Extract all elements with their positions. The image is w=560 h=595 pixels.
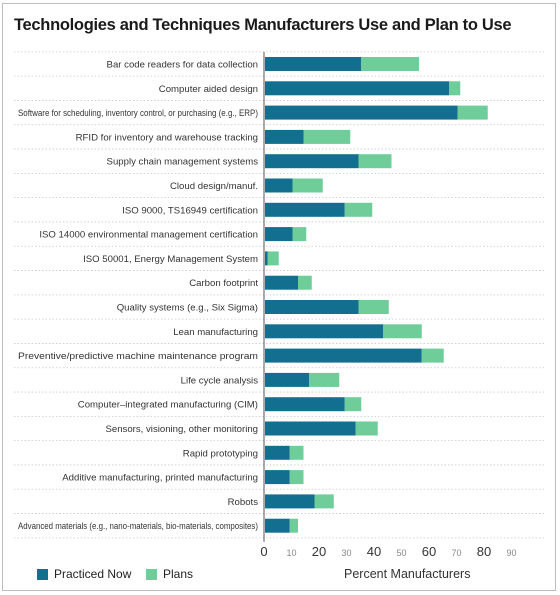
x-tick-label: 20 bbox=[312, 544, 326, 559]
chart-title: Technologies and Techniques Manufacturer… bbox=[14, 16, 512, 34]
bar-practiced bbox=[265, 397, 345, 412]
category-label: Cloud design/manuf. bbox=[170, 181, 258, 192]
bar-practiced bbox=[265, 445, 290, 460]
bar-plans bbox=[361, 57, 419, 71]
category-label: Supply chain management systems bbox=[107, 157, 259, 168]
bar-practiced bbox=[265, 372, 309, 387]
bar-plans bbox=[309, 372, 340, 387]
category-label: Bar code readers for data collection bbox=[107, 60, 258, 71]
category-label: Preventive/predictive machine maintenanc… bbox=[18, 351, 258, 362]
bar-practiced bbox=[265, 348, 422, 363]
x-tick-label: 50 bbox=[396, 548, 406, 558]
legend-swatch-practiced bbox=[37, 569, 48, 580]
category-label: Computer–integrated manufacturing (CIM) bbox=[78, 400, 258, 411]
bar-practiced bbox=[265, 470, 290, 485]
bar-practiced bbox=[265, 300, 359, 314]
category-label: Computer aided design bbox=[159, 84, 258, 95]
category-label: Lean manufacturing bbox=[173, 327, 258, 338]
x-tick-label: 10 bbox=[286, 548, 296, 558]
bar-practiced bbox=[265, 154, 359, 169]
bar-practiced bbox=[265, 178, 293, 193]
legend-swatch-plans bbox=[146, 569, 157, 580]
bar-plans bbox=[344, 397, 362, 412]
bar-plans bbox=[292, 227, 307, 242]
x-tick-label: 60 bbox=[422, 544, 436, 559]
x-tick-label: 80 bbox=[477, 544, 491, 559]
bar-practiced bbox=[265, 227, 293, 242]
category-label: Robots bbox=[228, 497, 259, 508]
bar-practiced bbox=[265, 421, 356, 436]
x-tick-label: 70 bbox=[451, 548, 461, 558]
bar-practiced bbox=[265, 202, 345, 217]
bar-practiced bbox=[265, 57, 362, 71]
category-label: Software for scheduling, inventory contr… bbox=[18, 108, 258, 119]
category-label: Advanced materials (e.g., nano-materials… bbox=[18, 521, 258, 532]
category-label: Additive manufacturing, printed manufact… bbox=[62, 473, 258, 484]
bar-plans bbox=[289, 518, 298, 533]
category-label: Carbon footprint bbox=[189, 278, 258, 289]
x-tick-label: 0 bbox=[260, 544, 267, 559]
x-tick-label: 30 bbox=[341, 548, 351, 558]
bar-plans bbox=[421, 348, 444, 363]
legend-label-practiced: Practiced Now bbox=[54, 567, 132, 581]
bar-plans bbox=[358, 300, 389, 314]
bar-plans bbox=[358, 154, 392, 169]
category-label: Life cycle analysis bbox=[181, 375, 259, 386]
bar-practiced bbox=[265, 129, 304, 144]
legend: Practiced Now Plans bbox=[0, 566, 560, 586]
chart-frame bbox=[2, 3, 556, 591]
bar-plans bbox=[292, 178, 323, 193]
bar-practiced bbox=[265, 275, 298, 290]
category-label: ISO 9000, TS16949 certification bbox=[122, 205, 258, 216]
bar-practiced bbox=[265, 251, 268, 266]
bar-practiced bbox=[265, 105, 458, 120]
bar-practiced bbox=[265, 324, 384, 339]
x-tick-label: 40 bbox=[367, 544, 381, 559]
category-label: ISO 14000 environmental management certi… bbox=[39, 230, 258, 241]
bar-plans bbox=[289, 470, 304, 485]
category-label: Sensors, visioning, other monitoring bbox=[105, 424, 258, 435]
bar-practiced bbox=[265, 518, 290, 533]
bar-plans bbox=[314, 494, 334, 509]
category-label: Rapid prototyping bbox=[183, 448, 258, 459]
bar-plans bbox=[457, 105, 488, 120]
bar-plans bbox=[355, 421, 378, 436]
bar-plans bbox=[267, 251, 279, 266]
legend-label-plans: Plans bbox=[163, 567, 194, 581]
bar-plans bbox=[383, 324, 422, 339]
bar-plans bbox=[344, 202, 373, 217]
category-label: Quality systems (e.g., Six Sigma) bbox=[117, 303, 258, 314]
bar-practiced bbox=[265, 81, 450, 96]
category-label: RFID for inventory and warehouse trackin… bbox=[76, 132, 258, 143]
bar-plans bbox=[303, 129, 351, 144]
bar-plans bbox=[449, 81, 461, 96]
x-axis-label: Percent Manufacturers bbox=[344, 567, 471, 581]
bar-plans bbox=[298, 275, 312, 290]
bar-practiced bbox=[265, 494, 315, 509]
x-tick-label: 90 bbox=[506, 548, 516, 558]
category-label: ISO 50001, Energy Management System bbox=[83, 254, 258, 265]
bar-plans bbox=[289, 445, 304, 460]
